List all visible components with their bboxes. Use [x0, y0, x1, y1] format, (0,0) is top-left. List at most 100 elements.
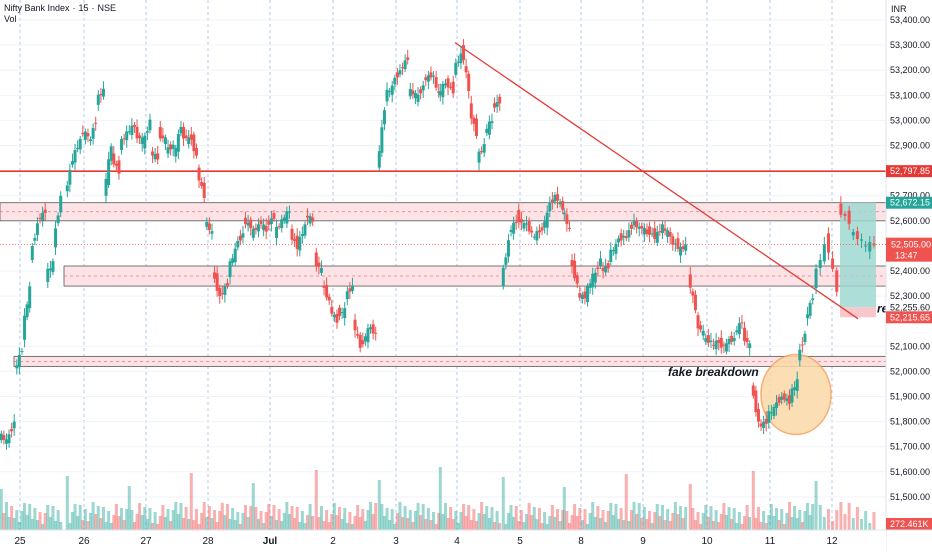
candle-body [43, 209, 47, 214]
volume-bar [114, 504, 118, 530]
volume-bar [184, 507, 188, 530]
candle-body [580, 294, 584, 300]
candle-body [401, 67, 405, 69]
candle-body [112, 153, 116, 165]
candle-body [182, 126, 186, 139]
volume-bar [89, 513, 93, 530]
volume-value-label: 272.461K [890, 519, 929, 529]
candle-body [101, 88, 105, 97]
volume-bar [215, 522, 219, 530]
candle-body [81, 132, 85, 134]
volume-bar [345, 523, 349, 530]
symbol-name[interactable]: Nifty Bank Index [4, 3, 70, 13]
volume-bar [598, 518, 602, 530]
stop-box [840, 307, 876, 318]
volume-bar [163, 517, 167, 530]
volume-bar [851, 518, 855, 530]
volume-bar [487, 518, 491, 530]
volume-bar [864, 511, 868, 530]
volume-bar [127, 486, 131, 530]
volume-bar [358, 517, 362, 530]
volume-bar [233, 520, 237, 530]
volume-bar [839, 502, 843, 530]
volume-bar [745, 505, 749, 530]
candle-body [10, 428, 14, 432]
candle-body [777, 397, 781, 403]
candle-body [598, 258, 602, 266]
volume-bar [540, 523, 544, 530]
volume-label[interactable]: Vol [4, 14, 17, 24]
candle-body [194, 148, 198, 156]
volume-bar [282, 513, 286, 530]
volume-bar [220, 503, 224, 530]
annotation-cut-text: re [877, 301, 889, 315]
candle-body [363, 336, 367, 342]
candle-body [374, 332, 378, 334]
volume-bar [822, 517, 826, 530]
volume-bar [109, 523, 113, 530]
candle-body [565, 214, 569, 225]
volume-bar [648, 511, 652, 530]
price-tick-label: 51,800.00 [890, 417, 930, 427]
candle-body [28, 286, 32, 309]
candle-body [117, 160, 121, 174]
candle-body [847, 210, 851, 224]
candle-body [290, 228, 294, 240]
volume-bar [504, 524, 508, 530]
volume-bar [311, 516, 315, 530]
candle-body [231, 258, 235, 263]
candle-body [68, 169, 72, 185]
candle-body [504, 257, 508, 265]
candle-body [424, 77, 428, 81]
candle-body [467, 73, 471, 92]
volume-bar [446, 518, 450, 530]
volume-bar [737, 512, 741, 530]
volume-bar [762, 511, 766, 530]
volume-bar [12, 518, 16, 530]
volume-bar [182, 518, 186, 530]
volume-bar [125, 509, 129, 530]
candle-body [70, 161, 74, 165]
candle-body [210, 231, 214, 234]
candle-body [818, 259, 822, 269]
candle-body [498, 96, 502, 104]
volume-bar [437, 513, 441, 530]
candle-body [225, 283, 229, 286]
price-tick-label: 52,400.00 [890, 266, 930, 276]
candle-body [254, 227, 258, 230]
volume-bar [406, 518, 410, 530]
time-tick-label: 4 [454, 536, 460, 547]
candle-body [23, 315, 27, 340]
candle-body [426, 75, 430, 82]
volume-bar [472, 509, 476, 530]
price-tick-label: 51,500.00 [890, 492, 930, 502]
candle-body [537, 230, 541, 233]
candle-body [754, 390, 758, 413]
candle-body [556, 194, 560, 201]
candle-body [197, 167, 201, 181]
interval[interactable]: 15 [78, 3, 89, 13]
volume-bar [238, 524, 242, 530]
candle-body [251, 228, 255, 238]
candle-body [125, 131, 129, 141]
volume-bar [660, 505, 664, 530]
candle-body [151, 151, 155, 156]
candle-body [578, 293, 582, 298]
price-tick-label: 52,100.00 [890, 341, 930, 351]
volume-bar [385, 508, 389, 530]
candle-body [642, 227, 646, 235]
candle-body [314, 252, 318, 266]
candle-body [369, 327, 373, 330]
volume-bar [241, 513, 245, 530]
volume-bar [501, 477, 505, 530]
volume-bar [169, 521, 173, 530]
candle-body [33, 238, 37, 241]
volume-bar [632, 502, 636, 530]
volume-value-tag [886, 518, 932, 530]
volume-bar [570, 515, 574, 530]
volume-bar [806, 503, 810, 530]
candle-body [614, 243, 618, 254]
candle-body [345, 291, 349, 300]
